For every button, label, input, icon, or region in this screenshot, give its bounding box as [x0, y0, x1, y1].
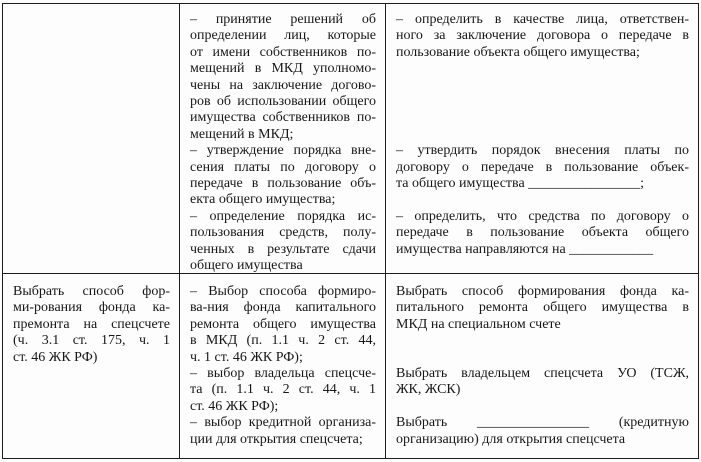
text-line: мещений в МКД; — [190, 126, 294, 142]
text-line: ченных в результате сдачи — [190, 241, 376, 257]
text-line: Выбрать ________________ (кредитную — [396, 415, 689, 431]
text-line: ст. 46 ЖК РФ) — [13, 349, 98, 365]
paragraph: – утверждение порядка вне-сения платы по… — [190, 143, 376, 209]
paragraph: – утвердить порядок внесения платы по дог… — [396, 143, 689, 192]
text-line: чены на заключение догово- — [190, 77, 376, 93]
paragraph: – определить, что средства по договору о… — [396, 209, 689, 258]
text-line: – выбор кредитной организа- — [190, 415, 376, 431]
table-cell-row2-question: Выбрать способ фор-ми-рования фонда ка-п… — [3, 274, 180, 458]
text-line: ми-рования фонда ка- — [13, 300, 170, 316]
paragraph: – выбор кредитной организа-ции для откры… — [190, 415, 376, 448]
text-line: – утвердить порядок внесения платы по — [396, 143, 689, 159]
table-cell-row1-agenda-items: – принятие решений об определении лиц, ко… — [180, 4, 386, 274]
text-line: имущества собственников по- — [190, 110, 376, 126]
text-line: общего имущества — [190, 258, 303, 274]
paragraph: Выбрать способ формирования фонда ка-пит… — [396, 284, 689, 333]
text-line: Выбрать способ формирования фонда ка- — [396, 284, 689, 299]
text-line: премонта на спецсчете — [13, 316, 170, 332]
table-cell-row1-question — [3, 4, 180, 274]
paragraph: – выбор владельца спецсче-та (п. 1.1 ч. … — [190, 366, 376, 415]
text-line: сения платы по договору о — [190, 159, 376, 175]
paragraph: Выбрать способ фор-ми-рования фонда ка-п… — [13, 284, 170, 366]
text-line: МКД на специальном счете — [396, 316, 561, 332]
decision-table: – принятие решений об определении лиц, ко… — [2, 3, 699, 459]
text-line: в МКД (п. 1.1 ч. 2 ст. 44, — [190, 333, 376, 349]
text-line: мещений в МКД уполномо- — [190, 61, 376, 77]
text-line: – определить в качестве лица, ответствен… — [396, 12, 689, 27]
text-line: – утверждение порядка вне- — [190, 143, 376, 159]
text-line: передаче в пользование объ- — [190, 176, 376, 192]
text-line: екта общего имущества; — [190, 192, 336, 208]
text-line: определении лиц, которые — [190, 28, 376, 44]
text-line: от имени собственников по- — [190, 44, 376, 60]
text-line: Выбрать владельцем спецсчета УО (ТСЖ, — [396, 366, 689, 382]
text-line: ного за заключение договора о передаче в — [396, 28, 689, 44]
text-line: организацию) для открытия спецсчета — [396, 431, 626, 447]
text-line: передаче в пользование объекта общего — [396, 225, 689, 241]
text-line: ст. 46 ЖК РФ); — [190, 398, 279, 414]
text-line: – выбор владельца спецсче- — [190, 366, 376, 382]
text-line: пользования средств, полу- — [190, 225, 376, 241]
table-cell-row2-decision-wording: Выбрать способ формирования фонда ка-пит… — [386, 274, 698, 458]
text-line: (ч. 3.1 ст. 175, ч. 1 — [13, 333, 170, 349]
text-line: ремонта общего имущества — [190, 316, 376, 332]
text-line: ЖК, ЖСК) — [396, 382, 461, 398]
text-line: – принятие решений об — [190, 12, 376, 27]
text-line: – определение порядка ис- — [190, 208, 376, 224]
text-line: ции для открытия спецсчета; — [190, 431, 363, 447]
text-line: Выбрать способ фор- — [13, 284, 170, 299]
paragraph: – Выбор способа формиро-ва-ния фонда кап… — [190, 284, 376, 366]
text-line: ч. 1 ст. 46 ЖК РФ); — [190, 349, 303, 365]
text-line: ров об использовании общего — [190, 94, 376, 110]
text-line: пользование объекта общего имущества; — [396, 44, 640, 60]
text-line: договору о передаче в пользование объек- — [396, 159, 689, 175]
text-line: – Выбор способа формиро- — [190, 284, 376, 299]
text-line: имущества направляются на ____________ — [396, 241, 654, 257]
paragraph: Выбрать ________________ (кредитную орган… — [396, 415, 689, 448]
text-line: питального ремонта общего имущества в — [396, 300, 689, 316]
paragraph: – принятие решений об определении лиц, ко… — [190, 12, 376, 143]
text-line: та общего имущества ________________; — [396, 176, 645, 192]
table-cell-row1-decision-wording: – определить в качестве лица, ответствен… — [386, 4, 698, 274]
text-line: ва-ния фонда капитального — [190, 300, 376, 316]
text-line: – определить, что средства по договору о — [396, 208, 689, 224]
table-cell-row2-agenda-items: – Выбор способа формиро-ва-ния фонда кап… — [180, 274, 386, 458]
paragraph: – определение порядка ис-пользования сре… — [190, 208, 376, 274]
paragraph: – определить в качестве лица, ответствен… — [396, 12, 689, 61]
text-line: та (п. 1.1 ч. 2 ст. 44, ч. 1 — [190, 382, 376, 398]
paragraph: Выбрать владельцем спецсчета УО (ТСЖ, ЖК,… — [396, 366, 689, 399]
